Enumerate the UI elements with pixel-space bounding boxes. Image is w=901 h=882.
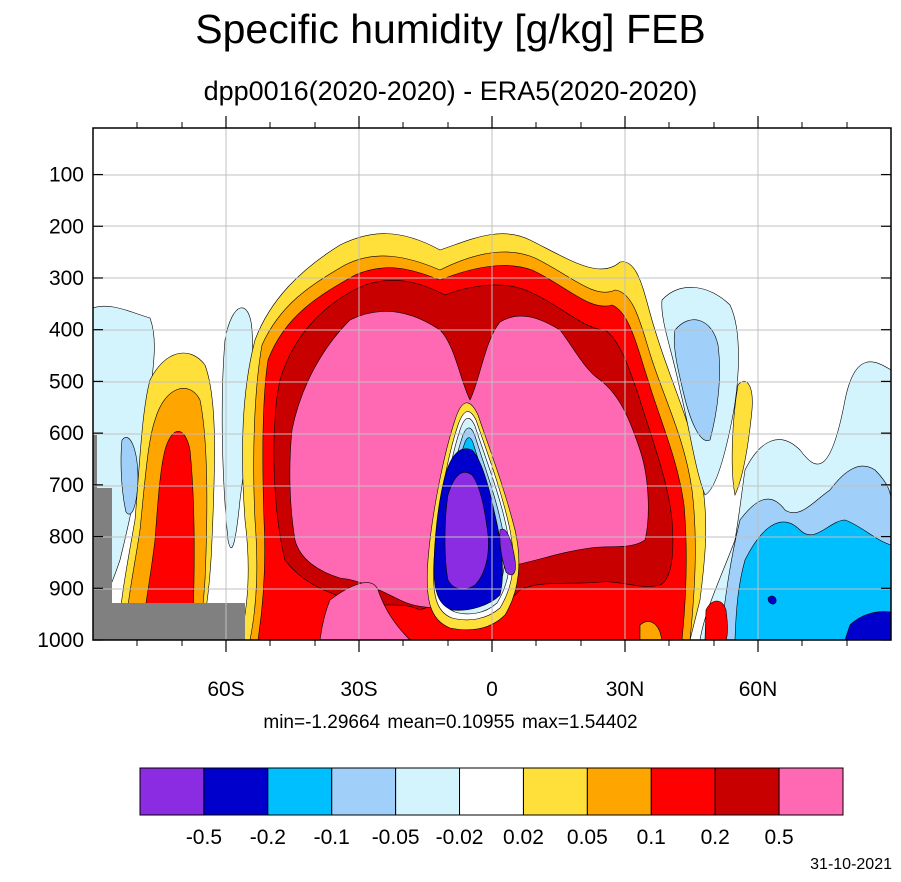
contour-fill-core-purple-2 — [499, 528, 516, 576]
grid — [93, 128, 891, 640]
date-stamp: 31-10-2021 — [810, 856, 892, 873]
chart-subtitle: dpp0016(2020-2020) - ERA5(2020-2020) — [203, 76, 698, 106]
y-tick-label: 1000 — [37, 629, 84, 652]
colorbar-swatch — [650, 767, 716, 816]
contour-fill-nh-red — [704, 600, 728, 640]
colorbar-label: -0.05 — [372, 826, 420, 849]
colorbar-label: 0.02 — [503, 826, 544, 849]
y-tick-label: 200 — [49, 215, 84, 238]
colorbar-label: -0.2 — [250, 826, 286, 849]
contour-fill-sh-blue — [120, 437, 139, 515]
colorbar-swatch — [778, 767, 844, 816]
colorbar-label: -0.1 — [314, 826, 350, 849]
contour-fill-core-purple — [444, 472, 489, 590]
colorbar-swatch — [586, 767, 652, 816]
y-axis: 100 200 300 400 500 600 700 800 900 1000 — [37, 164, 891, 652]
stats-line: min=-1.29664 mean=0.10955 max=1.54402 — [263, 712, 638, 733]
colorbar: -0.5 -0.2 -0.1 -0.05 -0.02 0.02 0.05 0.1 0.2 0.5 — [139, 767, 844, 849]
contour-fill-60s-lightblue — [221, 307, 253, 548]
y-tick-label: 100 — [49, 164, 84, 187]
colorbar-label: 0.5 — [764, 826, 793, 849]
y-tick-label: 900 — [49, 577, 84, 600]
colorbar-swatch — [714, 767, 780, 816]
colorbar-label: 0.05 — [567, 826, 608, 849]
colorbar-label: -0.02 — [436, 826, 484, 849]
y-tick-label: 600 — [49, 422, 84, 445]
colorbar-swatch — [395, 767, 461, 816]
contour-fill-60n-yellow — [731, 380, 753, 496]
colorbar-swatch — [139, 767, 205, 816]
colorbar-swatch — [522, 767, 588, 816]
x-tick-label: 60N — [739, 678, 778, 701]
contour-fill-nh-navy — [844, 611, 891, 640]
y-tick-label: 400 — [49, 319, 84, 342]
contour-fill-nh-navy-dot — [767, 595, 777, 605]
colorbar-label: 0.2 — [701, 826, 730, 849]
colorbar-swatch — [267, 767, 333, 816]
contour-fills — [93, 233, 891, 640]
missing-topography — [93, 435, 245, 640]
y-tick-label: 800 — [49, 526, 84, 549]
contour-fill-nh-orange — [639, 621, 663, 640]
y-tick-label: 500 — [49, 370, 84, 393]
x-tick-label: 30N — [606, 678, 645, 701]
contour-fill-lower-pink — [319, 582, 411, 640]
contour-fill-nh-blue-a — [673, 319, 720, 441]
y-tick-label: 300 — [49, 267, 84, 290]
colorbar-swatch — [203, 767, 269, 816]
colorbar-label: 0.1 — [637, 826, 666, 849]
minor-ticks — [136, 122, 848, 646]
chart-title: Specific humidity [g/kg] FEB — [195, 6, 706, 52]
x-tick-label: 0 — [486, 678, 498, 701]
colorbar-swatch — [459, 767, 524, 816]
x-tick-label: 30S — [340, 678, 377, 701]
x-tick-label: 60S — [207, 678, 244, 701]
x-axis: 60S 30S 0 30N 60N — [207, 116, 777, 701]
contour-fill-nh-cyan — [734, 519, 891, 640]
colorbar-label: -0.5 — [186, 826, 222, 849]
colorbar-swatch — [331, 767, 397, 816]
y-tick-label: 700 — [49, 474, 84, 497]
